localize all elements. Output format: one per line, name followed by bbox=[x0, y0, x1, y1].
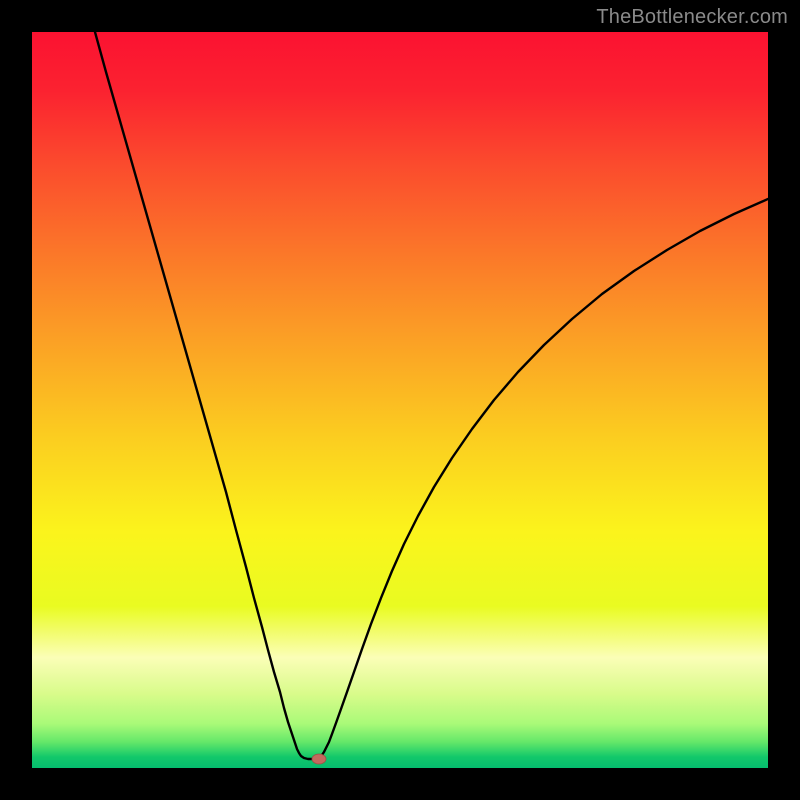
chart-background bbox=[32, 32, 768, 768]
watermark-text: TheBottlenecker.com bbox=[596, 6, 788, 29]
bottleneck-chart bbox=[32, 32, 768, 768]
chart-svg bbox=[32, 32, 768, 768]
frame-border-bottom bbox=[0, 768, 800, 800]
frame-border-right bbox=[768, 0, 800, 800]
optimum-marker bbox=[312, 754, 326, 764]
frame-border-left bbox=[0, 0, 32, 800]
